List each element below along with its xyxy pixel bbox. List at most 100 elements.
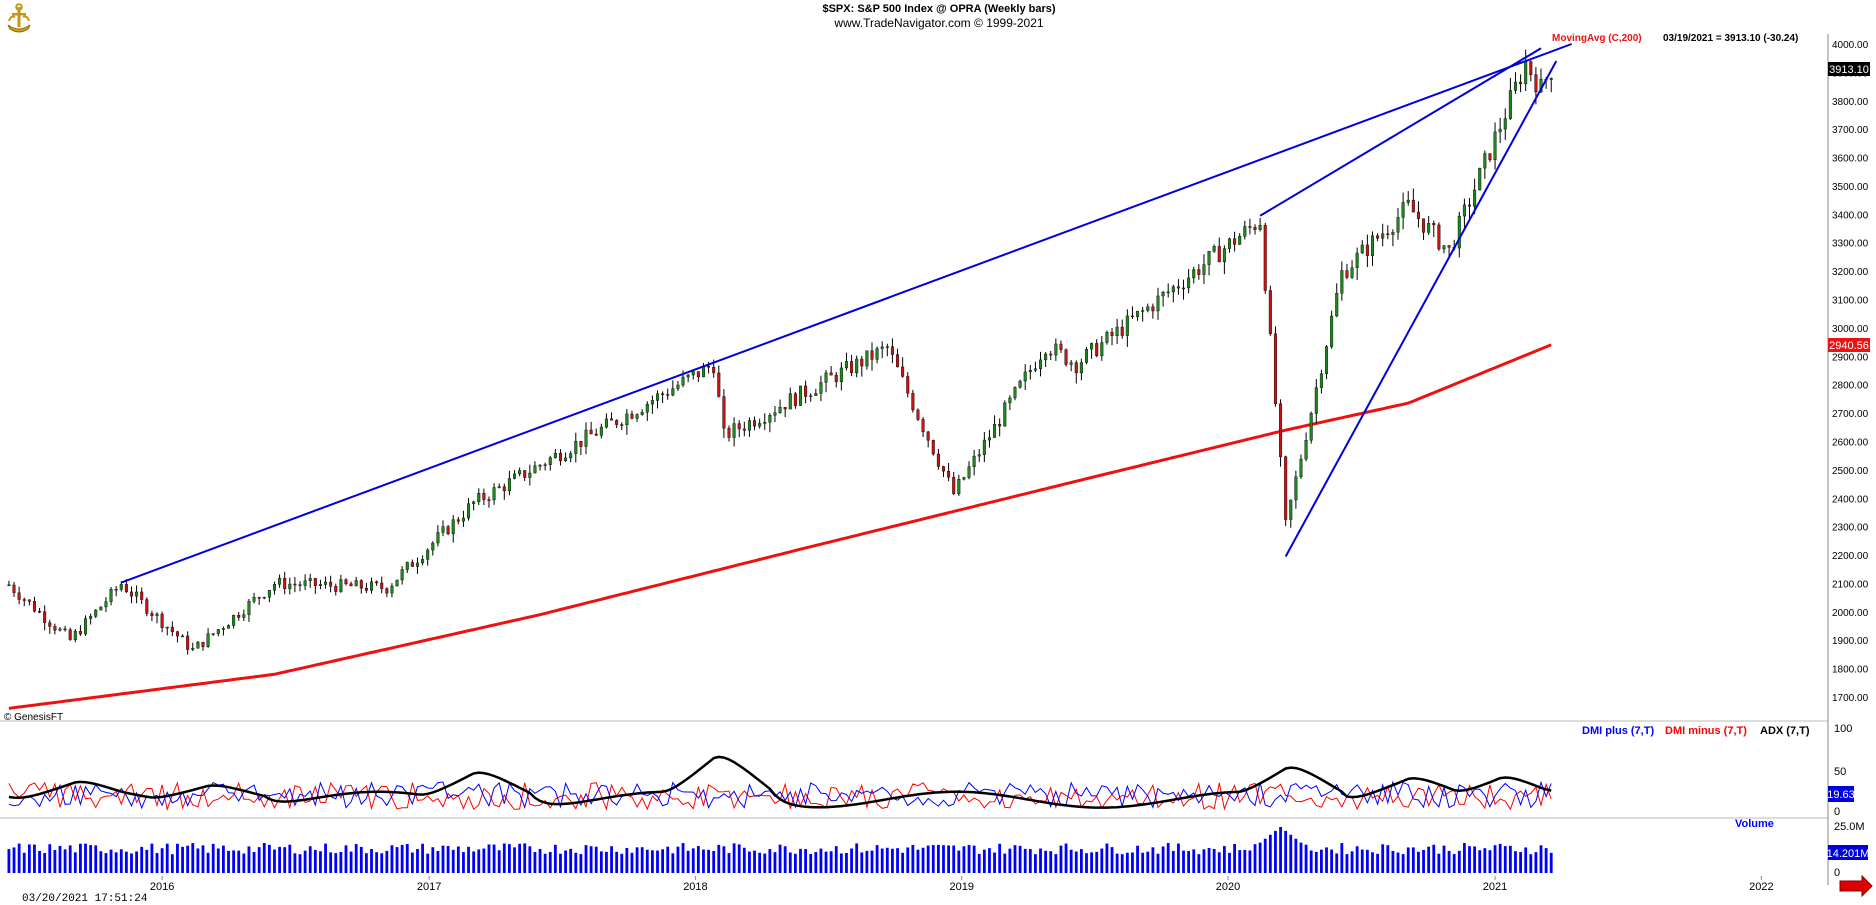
candle-body xyxy=(252,597,256,602)
volume-tick-25m: 25.0M xyxy=(1834,821,1865,833)
candle-body xyxy=(1039,359,1043,369)
volume-bar xyxy=(702,849,705,873)
candle-body xyxy=(63,628,67,631)
volume-bar xyxy=(1008,848,1012,873)
candle-body xyxy=(1115,326,1119,336)
candle-body xyxy=(1289,499,1293,520)
volume-bar xyxy=(1309,850,1313,873)
adx-legend[interactable]: ADX (7,T) xyxy=(1760,725,1810,737)
candle-body xyxy=(461,517,465,522)
candle-body xyxy=(436,532,440,544)
volume-bar xyxy=(1350,851,1354,873)
candle-body xyxy=(1202,264,1206,275)
candle-body xyxy=(196,641,200,649)
dmi-minus-legend[interactable]: DMI minus (7,T) xyxy=(1665,725,1747,737)
volume-bar xyxy=(523,843,527,873)
volume-bar xyxy=(1161,846,1165,873)
volume-bar xyxy=(252,851,256,873)
candle-body xyxy=(1513,81,1517,91)
volume-bar xyxy=(1141,852,1145,873)
volume-bars xyxy=(7,826,1553,873)
candle-body xyxy=(288,583,292,589)
time-axis-label: 2020 xyxy=(1216,881,1240,893)
candle-body xyxy=(1386,233,1390,235)
candle-body xyxy=(773,412,777,416)
volume-bar xyxy=(1340,843,1344,873)
volume-bar xyxy=(1156,853,1160,873)
volume-bar xyxy=(227,850,230,873)
price-tick-label: 2700.00 xyxy=(1832,409,1869,420)
volume-bar xyxy=(1493,845,1497,873)
volume-bar xyxy=(380,853,384,873)
candle-body xyxy=(1028,370,1032,373)
candle-body xyxy=(1483,153,1487,169)
volume-bar xyxy=(1401,854,1405,873)
candle-body xyxy=(798,385,802,406)
candle-body xyxy=(783,407,787,410)
candle-body xyxy=(620,424,624,426)
volume-bar xyxy=(436,851,440,873)
volume-bar xyxy=(308,846,312,873)
volume-bar xyxy=(1549,852,1553,873)
candle-body xyxy=(952,477,956,494)
volume-bar xyxy=(334,853,338,873)
volume-bar xyxy=(1248,850,1252,873)
volume-bar xyxy=(410,852,414,873)
candle-body xyxy=(385,588,389,594)
candle-body xyxy=(1411,199,1415,213)
candle-body xyxy=(814,393,818,396)
volume-legend[interactable]: Volume xyxy=(1735,818,1774,830)
candle-body xyxy=(456,519,460,522)
volume-bar xyxy=(615,851,619,873)
candle-body xyxy=(1508,90,1512,119)
candle-body xyxy=(1534,74,1538,93)
candle-body xyxy=(870,350,874,360)
candle-body xyxy=(824,372,828,383)
volume-bar xyxy=(1304,844,1308,873)
candle-body xyxy=(390,585,394,594)
candle-body xyxy=(298,584,302,586)
candle-body xyxy=(145,599,149,614)
candle-body xyxy=(58,628,62,631)
ship-anchor-logo-icon[interactable] xyxy=(7,3,31,33)
volume-bar xyxy=(982,849,986,873)
price-tick-label: 3300.00 xyxy=(1832,239,1869,250)
time-axis-label: 2017 xyxy=(417,881,441,893)
candle-body xyxy=(604,418,608,428)
trendlines[interactable] xyxy=(120,43,1572,584)
candle-body xyxy=(502,486,506,492)
volume-bar xyxy=(553,844,557,873)
volume-bar xyxy=(140,846,144,873)
candle-body xyxy=(548,457,552,465)
volume-bar xyxy=(1335,853,1339,873)
volume-bar xyxy=(89,845,93,873)
candle-body xyxy=(446,526,450,535)
volume-bar xyxy=(370,849,373,873)
volume-bar xyxy=(768,849,772,873)
candle-body xyxy=(926,431,930,441)
volume-bar xyxy=(477,849,481,873)
volume-bar xyxy=(1095,851,1099,873)
candle-body xyxy=(967,466,971,478)
candle-body xyxy=(1182,287,1186,290)
volume-bar xyxy=(650,850,654,873)
candle-body xyxy=(380,582,384,589)
dmi-plus-legend[interactable]: DMI plus (7,T) xyxy=(1582,725,1654,737)
trendline xyxy=(1259,47,1542,217)
candle-body xyxy=(977,454,981,457)
volume-bar xyxy=(359,846,363,873)
candle-body xyxy=(1437,224,1441,250)
header: $SPX: S&P 500 Index @ OPRA (Weekly bars)… xyxy=(7,3,1056,33)
volume-bar xyxy=(365,853,368,873)
volume-bar xyxy=(416,849,419,873)
scroll-right-arrow-icon[interactable] xyxy=(1839,874,1873,898)
price-tick-label: 2400.00 xyxy=(1832,494,1869,505)
price-tick-label: 2600.00 xyxy=(1832,437,1869,448)
volume-bar xyxy=(599,851,603,873)
candle-body xyxy=(472,501,476,504)
volume-bar xyxy=(916,849,920,873)
candle-body xyxy=(165,626,169,629)
moving-average-legend[interactable]: MovingAvg (C,200) xyxy=(1552,33,1642,44)
ma-value-tag xyxy=(1828,338,1870,352)
candle-body xyxy=(1422,218,1426,233)
